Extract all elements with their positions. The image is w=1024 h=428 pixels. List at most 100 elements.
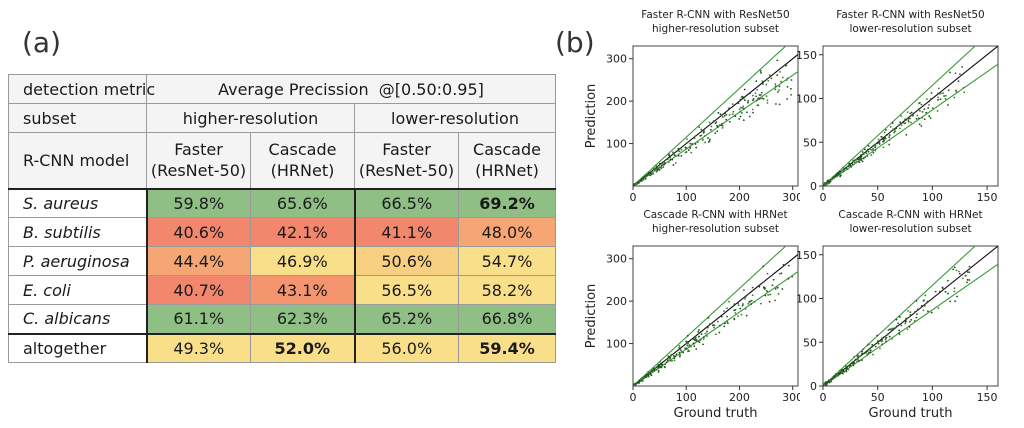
data-point xyxy=(742,119,745,122)
data-point xyxy=(857,360,860,362)
data-point xyxy=(777,293,780,295)
data-point xyxy=(710,128,712,131)
data-point xyxy=(921,116,924,119)
data-point xyxy=(726,307,728,310)
data-point xyxy=(680,148,683,151)
data-point xyxy=(968,279,971,281)
data-point xyxy=(899,127,901,130)
data-point xyxy=(669,156,672,159)
data-point xyxy=(669,158,672,161)
data-point xyxy=(728,120,731,123)
y-tick-label: 300 xyxy=(606,253,627,266)
data-point xyxy=(723,114,726,117)
data-point xyxy=(876,142,879,145)
data-point xyxy=(876,340,879,342)
data-point xyxy=(890,329,893,331)
table-row: altogether 49.3% 52.0% 56.0% 59.4% xyxy=(8,332,556,363)
data-point xyxy=(849,364,852,367)
data-point xyxy=(855,161,858,163)
data-point xyxy=(734,312,737,314)
data-point xyxy=(892,128,894,131)
data-point xyxy=(874,146,877,149)
data-point xyxy=(846,165,849,168)
panel-label-b: (b) xyxy=(555,26,595,59)
data-point xyxy=(827,380,830,383)
data-point xyxy=(887,329,890,331)
data-point xyxy=(952,268,955,271)
data-point xyxy=(716,130,719,133)
data-point xyxy=(721,125,724,127)
data-point xyxy=(668,154,671,157)
data-point xyxy=(713,326,715,329)
data-point xyxy=(902,121,905,124)
data-point xyxy=(723,310,725,313)
data-point xyxy=(865,351,867,354)
data-point xyxy=(867,343,870,346)
data-point xyxy=(742,97,745,100)
data-point xyxy=(702,338,705,340)
scatter-plot-cascade-high: Cascade R-CNN with HRNet higher-resolutio… xyxy=(584,209,800,421)
ap-value-cell: 54.7% xyxy=(458,246,556,276)
data-point xyxy=(706,330,709,333)
data-point xyxy=(892,327,895,330)
data-point xyxy=(861,352,863,355)
plot-subtitle: higher-resolution subset xyxy=(652,223,779,235)
data-point xyxy=(659,162,661,165)
data-point xyxy=(904,322,907,325)
data-point xyxy=(888,335,891,338)
metric-label: detection metric xyxy=(8,74,155,104)
data-point xyxy=(720,124,723,127)
reference-line xyxy=(633,46,787,186)
data-point xyxy=(893,327,896,330)
data-point xyxy=(761,80,764,83)
model-header: Cascade (HRNet) xyxy=(458,132,556,190)
data-point xyxy=(844,364,847,367)
data-point xyxy=(655,165,658,167)
data-point xyxy=(666,158,669,161)
data-point xyxy=(943,95,945,97)
data-point xyxy=(751,94,754,97)
data-point xyxy=(942,92,944,95)
data-point xyxy=(649,372,652,375)
data-point xyxy=(778,103,781,106)
data-point xyxy=(706,335,708,337)
data-point xyxy=(884,338,887,341)
data-point xyxy=(657,366,660,369)
data-point xyxy=(831,176,834,179)
data-point xyxy=(644,174,647,177)
data-point xyxy=(668,153,670,156)
data-point xyxy=(645,175,648,178)
data-point xyxy=(744,296,747,298)
data-point xyxy=(877,342,880,345)
data-point xyxy=(697,330,700,333)
data-point xyxy=(934,290,937,293)
data-point xyxy=(966,271,969,273)
data-point xyxy=(915,117,918,120)
ap-value-cell: 46.9% xyxy=(250,246,355,276)
data-point xyxy=(752,111,754,114)
data-point xyxy=(912,114,915,116)
data-point xyxy=(872,353,874,356)
data-point xyxy=(642,377,644,379)
data-point xyxy=(958,272,961,275)
data-point xyxy=(881,339,884,341)
plot-frame xyxy=(632,245,799,387)
data-point xyxy=(937,307,940,310)
ap-value-cell: 41.1% xyxy=(353,217,459,247)
data-point xyxy=(700,333,703,336)
model-header: Faster (ResNet-50) xyxy=(146,132,251,190)
data-point xyxy=(740,96,743,99)
data-point xyxy=(888,139,891,141)
model-header: Cascade (HRNet) xyxy=(250,132,355,190)
data-point xyxy=(876,334,879,337)
data-point xyxy=(688,350,690,353)
ap-value-cell: 40.6% xyxy=(145,217,251,247)
data-point xyxy=(836,175,838,178)
data-point xyxy=(898,332,901,334)
data-point xyxy=(872,151,875,154)
data-point xyxy=(739,98,742,101)
data-point xyxy=(693,345,696,348)
data-point xyxy=(703,336,705,338)
row-label: B. subtilis xyxy=(8,217,147,247)
data-point xyxy=(678,355,681,358)
